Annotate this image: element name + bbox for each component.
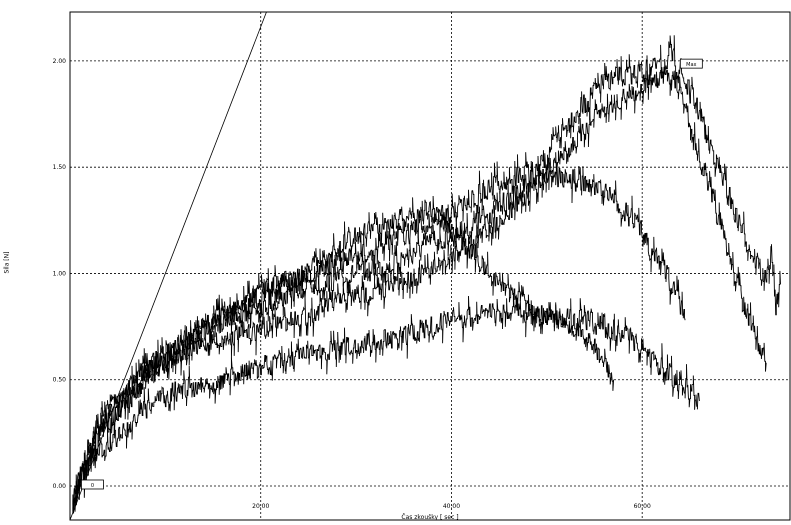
tick-labels: 20.00 40.00 60.00 0.00 0.50 1.00 1.50 2.00: [53, 58, 651, 510]
plot-area: [69, 11, 791, 521]
marker-label: Max: [686, 62, 696, 68]
x-tick-label: 60.00: [634, 503, 651, 510]
marker-box: [81, 479, 104, 490]
marker-label: 0: [91, 483, 94, 489]
x-tick-label: 40.00: [443, 503, 460, 510]
reference-line: [69, 11, 267, 521]
annotation-markers: Max 0: [81, 58, 703, 490]
y-tick-label: 2.00: [53, 58, 67, 65]
x-tick-label: 20.00: [252, 503, 269, 510]
diagonal-reference-line: [69, 11, 267, 521]
force-series-line: [72, 195, 615, 504]
series-layer: [72, 35, 781, 514]
y-tick-label: 1.50: [53, 164, 67, 171]
y-tick-label: 1.00: [53, 270, 67, 277]
y-tick-label: 0.50: [53, 377, 67, 384]
y-tick-label: 0.00: [53, 483, 67, 490]
marker-box: [679, 58, 703, 69]
force-series-line: [72, 292, 700, 510]
